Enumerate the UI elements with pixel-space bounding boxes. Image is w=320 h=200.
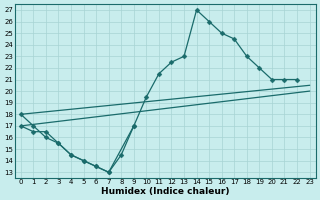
- X-axis label: Humidex (Indice chaleur): Humidex (Indice chaleur): [101, 187, 229, 196]
